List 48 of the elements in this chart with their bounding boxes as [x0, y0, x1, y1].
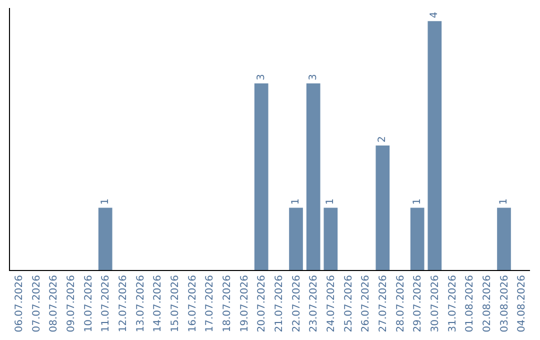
- x-tick-label: 25.07.2026: [343, 275, 354, 332]
- bar: [376, 146, 390, 270]
- x-tick-label: 10.07.2026: [83, 275, 94, 332]
- x-tick-label: 12.07.2026: [118, 275, 129, 332]
- x-tick-label: 04.08.2026: [516, 275, 528, 332]
- x-tick-label: 28.07.2026: [395, 275, 406, 332]
- x-tick-label: 22.07.2026: [291, 275, 302, 332]
- x-tick-label: 01.08.2026: [464, 275, 476, 332]
- data-label: 1: [498, 198, 510, 205]
- x-tick-label: 16.07.2026: [187, 275, 198, 332]
- bar: [98, 208, 112, 270]
- x-tick-label: 07.07.2026: [31, 275, 42, 332]
- x-tick-label: 15.07.2026: [170, 275, 181, 332]
- data-label: 1: [412, 198, 423, 205]
- x-tick-label: 06.07.2026: [14, 275, 25, 332]
- x-tick-label: 13.07.2026: [135, 275, 146, 332]
- x-tick-label: 02.08.2026: [482, 275, 493, 332]
- data-label: 3: [308, 74, 319, 80]
- data-label: 4: [429, 12, 440, 18]
- x-tick-label: 19.07.2026: [239, 275, 250, 332]
- data-label: 2: [377, 136, 388, 143]
- bar: [306, 83, 320, 270]
- data-label: 3: [256, 74, 267, 80]
- bar: [289, 208, 303, 270]
- data-label: 1: [100, 198, 111, 205]
- x-tick-label: 29.07.2026: [412, 275, 424, 332]
- bar: [497, 208, 511, 270]
- x-tick-label: 18.07.2026: [222, 275, 233, 332]
- x-tick-label: 20.07.2026: [256, 275, 268, 332]
- x-tick-label: 11.07.2026: [100, 275, 112, 332]
- x-tick-label: 08.07.2026: [48, 275, 60, 332]
- x-tick-label: 31.07.2026: [447, 275, 458, 332]
- x-tick-label: 23.07.2026: [308, 275, 320, 332]
- data-label: 1: [325, 198, 336, 205]
- x-tick-label: 03.08.2026: [499, 275, 510, 332]
- x-tick-label: 24.07.2026: [326, 275, 337, 332]
- x-tick-label: 09.07.2026: [66, 275, 77, 332]
- x-tick-label: 27.07.2026: [378, 275, 389, 332]
- x-tick-label: 26.07.2026: [360, 275, 372, 332]
- bar: [324, 208, 338, 270]
- bar: [410, 208, 424, 270]
- bar: [428, 21, 442, 270]
- x-tick-label: 14.07.2026: [152, 275, 164, 332]
- x-tick-label: 17.07.2026: [204, 275, 216, 332]
- x-tick-label: 21.07.2026: [274, 275, 285, 332]
- x-tick-label: 30.07.2026: [430, 275, 441, 332]
- data-label: 1: [290, 198, 302, 205]
- bar: [254, 83, 268, 270]
